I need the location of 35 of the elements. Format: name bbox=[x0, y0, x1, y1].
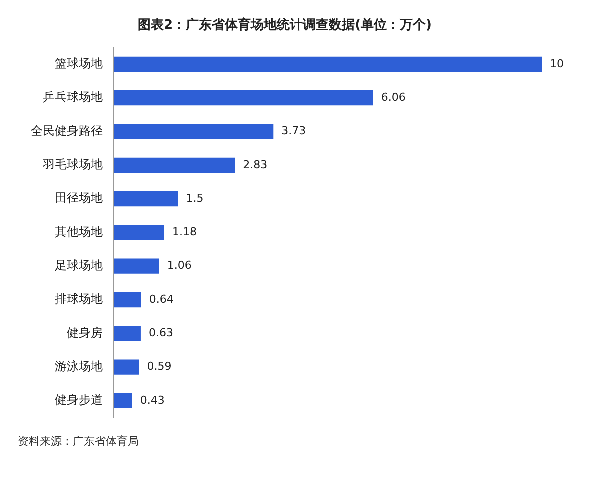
bar bbox=[114, 393, 132, 409]
y-tick-label: 游泳场地 bbox=[55, 359, 103, 374]
data-label: 0.63 bbox=[148, 326, 174, 340]
data-label: 10 bbox=[550, 57, 564, 70]
data-label: 0.64 bbox=[149, 292, 174, 306]
data-label: 1.18 bbox=[172, 226, 198, 239]
data-label: 2.83 bbox=[243, 158, 268, 172]
data-label: 6.06 bbox=[381, 90, 406, 104]
bar bbox=[114, 360, 140, 375]
data-label: 3.73 bbox=[282, 124, 306, 138]
y-tick-label: 排球场地 bbox=[55, 292, 103, 306]
bar bbox=[114, 191, 178, 207]
data-label: 0.43 bbox=[140, 394, 165, 407]
chart-title: 图表2：广东省体育场地统计调查数据(单位：万个) bbox=[138, 17, 432, 34]
data-label: 1.5 bbox=[186, 192, 204, 205]
y-tick-label: 田径场地 bbox=[55, 191, 103, 206]
y-tick-label: 篮球场地 bbox=[55, 56, 103, 71]
bar bbox=[114, 124, 274, 140]
bar bbox=[114, 258, 160, 274]
bar bbox=[114, 326, 141, 342]
y-tick-label: 其他场地 bbox=[55, 224, 103, 239]
bar bbox=[114, 158, 236, 173]
bar bbox=[114, 225, 165, 240]
data-label: 1.06 bbox=[167, 259, 192, 272]
y-tick-label: 乒乓球场地 bbox=[43, 90, 103, 104]
y-tick-label: 健身步道 bbox=[55, 393, 103, 408]
y-tick-label: 全民健身路径 bbox=[31, 124, 103, 138]
bar bbox=[114, 292, 142, 308]
bar bbox=[114, 56, 542, 72]
y-tick-label: 羽毛球场地 bbox=[42, 158, 103, 172]
y-tick-label: 健身房 bbox=[67, 326, 103, 340]
text: 资料来源：广东省体育局 bbox=[17, 434, 140, 449]
bar bbox=[114, 90, 374, 106]
y-tick-label: 足球场地 bbox=[55, 258, 103, 272]
data-label: 0.59 bbox=[147, 360, 172, 374]
